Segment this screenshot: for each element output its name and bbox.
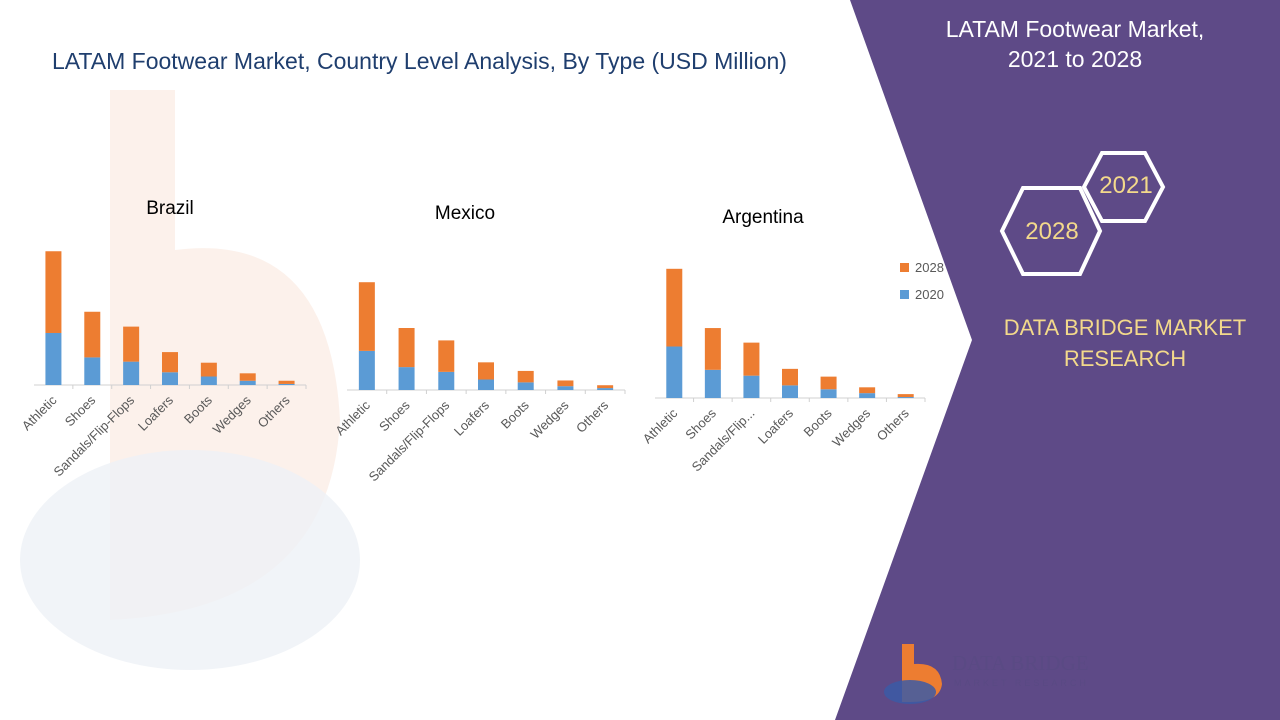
chart-title-0: Brazil <box>146 198 194 219</box>
bar-mexico-2028-0 <box>358 282 375 351</box>
bar-mexico-2020-6 <box>597 388 614 390</box>
bar-argentina-2020-3 <box>782 385 798 398</box>
tick-label-brazil-5: Wedges <box>210 392 255 437</box>
bar-brazil-2028-4 <box>200 362 217 377</box>
tick-label-mexico-6: Others <box>573 397 612 436</box>
bar-brazil-2020-3 <box>162 372 178 385</box>
bar-brazil-2028-2 <box>123 326 140 362</box>
tick-label-mexico-0: Athletic <box>332 397 373 438</box>
legend-label-2028: 2028 <box>915 260 944 275</box>
bar-argentina-2020-0 <box>666 346 683 398</box>
brand-logo: DATA BRIDGE MARKET RESEARCH <box>884 644 1089 704</box>
bar-argentina-2020-5 <box>859 393 876 398</box>
bar-argentina-2020-1 <box>704 369 721 398</box>
bar-argentina-2028-5 <box>859 387 876 394</box>
bar-mexico-2020-3 <box>478 379 494 390</box>
bar-argentina-2028-2 <box>743 342 760 376</box>
tick-label-brazil-0: Athletic <box>19 392 60 433</box>
brand-logo-line-1: DATA BRIDGE <box>952 651 1089 675</box>
watermark-logo-oval <box>20 450 360 670</box>
chart-legend: 2028 2020 <box>900 254 944 308</box>
hexagon-2028 <box>999 186 1103 276</box>
bar-mexico-2028-5 <box>557 380 574 387</box>
tick-label-argentina-6: Others <box>874 405 913 444</box>
bar-argentina-2028-1 <box>704 328 721 370</box>
bar-mexico-2028-3 <box>478 362 494 380</box>
bar-brazil-2028-0 <box>45 251 62 333</box>
bar-mexico-2020-5 <box>557 386 574 390</box>
tick-label-mexico-4: Boots <box>498 397 532 431</box>
legend-label-2020: 2020 <box>915 287 944 302</box>
hex-year-2028-label: 2028 <box>1025 218 1079 245</box>
tick-label-mexico-5: Wedges <box>527 397 572 442</box>
brand-logo-oval <box>884 680 936 704</box>
hex-year-2021-label: 2021 <box>1099 172 1153 199</box>
bar-brazil-2020-1 <box>84 357 101 385</box>
bar-brazil-2020-0 <box>45 332 62 385</box>
tick-label-brazil-3: Loafers <box>135 392 177 434</box>
bar-mexico-2020-1 <box>398 367 415 390</box>
bar-argentina-2020-4 <box>820 389 837 398</box>
tick-label-argentina-0: Athletic <box>640 405 681 446</box>
bar-brazil-2020-2 <box>123 361 140 385</box>
brand-text: DATA BRIDGE MARKET RESEARCH <box>990 312 1260 374</box>
chart-title-2: Argentina <box>722 207 804 228</box>
bar-mexico-2020-0 <box>358 350 375 390</box>
bar-argentina-2028-6 <box>897 394 914 398</box>
tick-label-brazil-1: Shoes <box>62 392 99 429</box>
panel-title-line-1: LATAM Footwear Market, <box>945 16 1205 42</box>
bar-brazil-2028-3 <box>162 352 178 373</box>
bar-mexico-2028-1 <box>398 328 415 368</box>
bar-brazil-2020-4 <box>200 376 217 385</box>
brand-line-2: RESEARCH <box>1063 346 1187 371</box>
bar-argentina-2028-3 <box>782 368 798 386</box>
side-panel-shape <box>835 0 1280 720</box>
bar-argentina-2020-6 <box>897 397 914 398</box>
legend-swatch-2020 <box>900 290 909 299</box>
tick-label-mexico-1: Shoes <box>376 397 413 434</box>
bar-mexico-2028-2 <box>438 340 455 372</box>
panel-title: LATAM Footwear Market, 2021 to 2028 <box>930 14 1220 74</box>
bar-argentina-2028-0 <box>666 268 683 347</box>
hexagon-2021 <box>1081 151 1166 223</box>
bar-argentina-2020-2 <box>743 375 760 398</box>
tick-label-brazil-4: Boots <box>181 392 215 426</box>
bar-mexico-2028-4 <box>517 370 534 383</box>
bar-mexico-2028-6 <box>597 385 614 389</box>
bar-brazil-2020-5 <box>239 380 256 385</box>
brand-line-1: DATA BRIDGE MARKET <box>1003 315 1247 340</box>
tick-label-argentina-5: Wedges <box>829 405 874 450</box>
tick-label-brazil-6: Others <box>254 392 293 431</box>
legend-item-2020: 2020 <box>900 281 944 308</box>
legend-swatch-2028 <box>900 263 909 272</box>
bar-brazil-2020-6 <box>278 383 295 385</box>
panel-title-line-2: 2021 to 2028 <box>1007 46 1143 72</box>
tick-label-argentina-4: Boots <box>801 405 835 439</box>
chart-title-1: Mexico <box>435 203 495 224</box>
bar-brazil-2028-5 <box>239 373 256 381</box>
bar-brazil-2028-6 <box>278 380 295 384</box>
legend-item-2028: 2028 <box>900 254 944 281</box>
bar-mexico-2020-2 <box>438 371 455 390</box>
bar-brazil-2028-1 <box>84 311 101 358</box>
bar-argentina-2028-4 <box>820 376 837 390</box>
tick-label-argentina-1: Shoes <box>682 405 719 442</box>
tick-label-argentina-3: Loafers <box>755 405 797 447</box>
page-title: LATAM Footwear Market, Country Level Ana… <box>52 48 787 74</box>
bar-mexico-2020-4 <box>517 382 534 390</box>
brand-logo-line-2: MARKET RESEARCH <box>954 678 1089 688</box>
tick-label-mexico-3: Loafers <box>451 397 493 439</box>
